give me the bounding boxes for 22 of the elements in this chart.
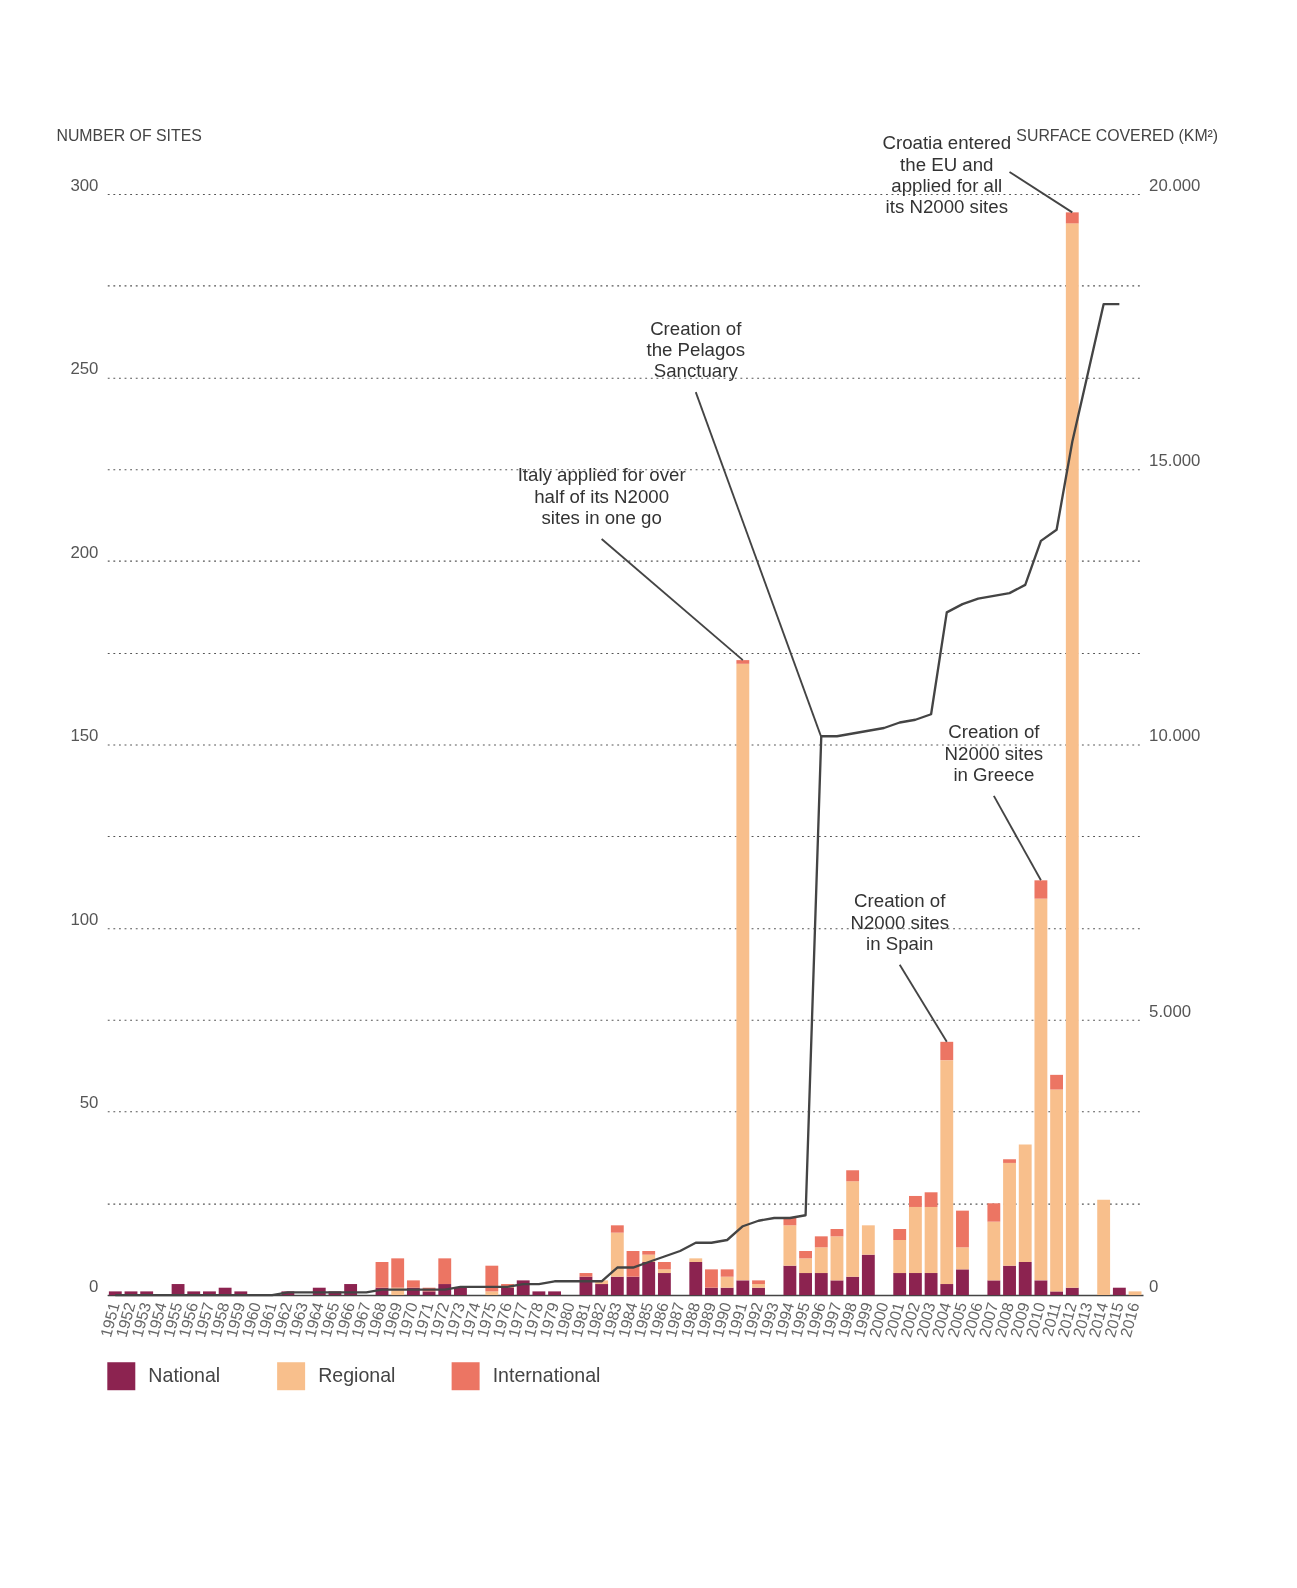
y-tick-label: 250 xyxy=(70,359,99,379)
y2-tick-label: 10.000 xyxy=(1149,726,1201,746)
y2-tick-label: 0 xyxy=(1149,1276,1159,1296)
y2-tick-label: 5.000 xyxy=(1149,1001,1192,1021)
y-tick-label: 300 xyxy=(70,175,99,195)
y2-tick-label: 15.000 xyxy=(1149,451,1201,470)
annotation: Creation of N2000 sites in Greece xyxy=(944,721,1044,786)
legend-label: Regional xyxy=(318,1363,396,1386)
y-tick-label: 0 xyxy=(89,1276,99,1296)
y-tick-label: 50 xyxy=(79,1093,99,1113)
y-axis-title: NUMBER OF SITES xyxy=(56,127,202,145)
annotation: Croatia entered the EU and applied for all its N2000 sites xyxy=(882,132,1012,218)
y2-tick-label: 20.000 xyxy=(1149,175,1201,195)
legend-label: National xyxy=(148,1363,221,1386)
annotation: Creation of the Pelagos Sanctuary xyxy=(646,317,746,382)
y-tick-label: 200 xyxy=(70,542,99,562)
annotation: Creation of N2000 sites in Spain xyxy=(850,890,949,954)
y-tick-label: 100 xyxy=(70,909,99,929)
legend-label: International xyxy=(492,1363,601,1386)
annotation: Italy applied for over half of its N2000 sites in one go xyxy=(517,464,686,529)
y-tick-label: 150 xyxy=(70,726,99,746)
y2-axis-title: SURFACE COVERED (KM²) xyxy=(1016,127,1219,145)
